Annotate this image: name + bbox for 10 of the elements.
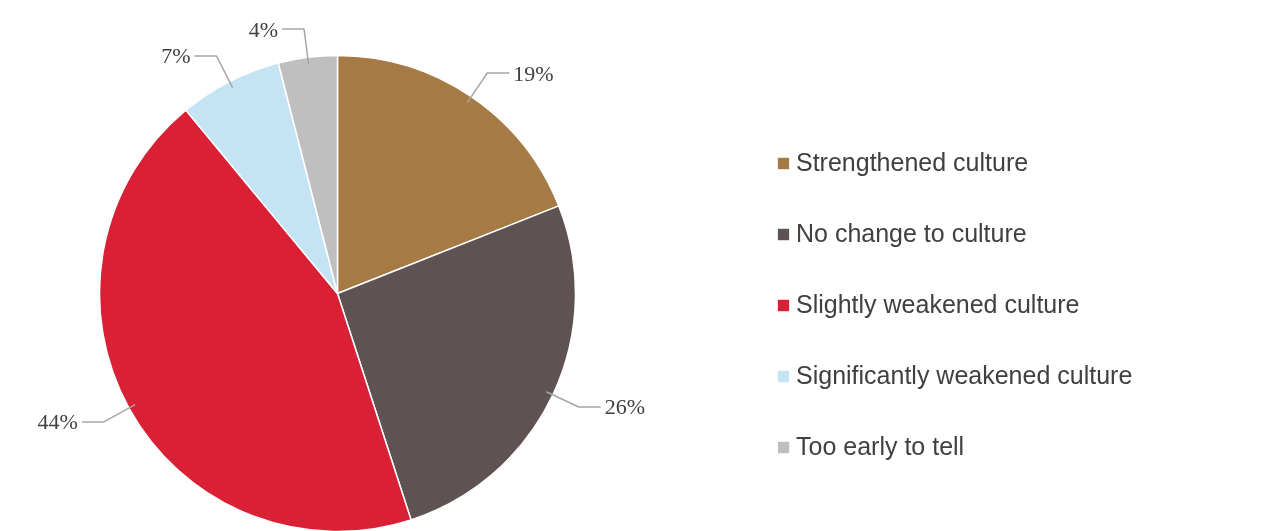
legend-label: Too early to tell bbox=[796, 432, 965, 461]
legend-label: Significantly weakened culture bbox=[796, 361, 1133, 390]
data-label: 26% bbox=[604, 394, 646, 420]
legend-label: Slightly weakened culture bbox=[796, 290, 1080, 319]
legend-label: Strengthened culture bbox=[796, 148, 1029, 177]
data-label: 4% bbox=[248, 16, 279, 42]
data-label: 7% bbox=[161, 43, 191, 69]
data-label: 44% bbox=[37, 409, 78, 435]
legend-label: No change to culture bbox=[796, 219, 1027, 248]
data-label: 19% bbox=[513, 60, 554, 86]
